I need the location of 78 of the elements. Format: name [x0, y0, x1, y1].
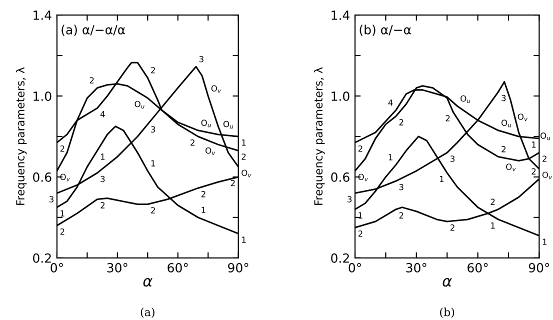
annotation: O$_{u}$: [460, 95, 470, 103]
annotation: 2: [358, 145, 362, 152]
annotation: 1: [100, 154, 105, 160]
annotation: 2: [230, 180, 235, 186]
annotation: 2: [60, 145, 64, 152]
annotation: 1: [202, 206, 206, 213]
annotation: 3: [151, 126, 156, 133]
x-axis-title: α: [143, 278, 152, 287]
y-tick-label: 1.0: [332, 91, 350, 101]
x-tick-label: 60°: [168, 263, 188, 272]
annotation: 2: [201, 191, 206, 198]
text: (a): [140, 308, 154, 318]
text: (b) α/−α: [360, 24, 411, 36]
annotation: 2: [100, 202, 105, 208]
y-axis-title: Frequency parameters, λ: [314, 67, 325, 205]
annotation: 2: [399, 119, 404, 126]
y-tick-label: 0.6: [331, 172, 350, 182]
annotation: O$_{u}$: [223, 120, 234, 129]
annotation: 2: [446, 115, 450, 122]
annotation: O$_{v}$: [211, 85, 222, 93]
annotation: 2: [151, 207, 155, 214]
annotation: O$_{v}$: [242, 170, 252, 178]
annotation: 2: [60, 228, 64, 235]
x-tick-label: 30°: [406, 263, 426, 272]
annotation: 1: [60, 210, 64, 216]
annotation: 2: [532, 168, 536, 174]
annotation: 3: [399, 184, 404, 190]
annotation: 3: [502, 94, 506, 102]
y-tick-label: 1.0: [34, 91, 52, 101]
annotation: 3: [50, 196, 54, 202]
annotation: 1: [542, 238, 546, 245]
x-tick-label: 0°: [50, 263, 63, 272]
x-tick-label: 90°: [228, 263, 248, 272]
annotation: O$_{u}$: [502, 120, 512, 128]
x-tick-label: 60°: [468, 263, 488, 272]
annotation: 2: [151, 67, 155, 74]
text: (a) α/−α/α: [62, 24, 125, 36]
y-tick-label: 0.6: [33, 172, 52, 182]
annotation: 2: [242, 154, 246, 160]
annotation: 1: [151, 160, 155, 166]
annotation: 3: [100, 176, 105, 182]
annotation: 3: [199, 56, 204, 62]
x-tick-label: 0°: [348, 263, 361, 272]
y-tick-label: 0.2: [331, 253, 349, 263]
y-tick-label: 1.4: [332, 10, 350, 20]
annotation: O$_{v}$: [358, 174, 368, 182]
y-tick-label: 1.4: [34, 10, 52, 20]
annotation: 2: [502, 146, 506, 152]
annotation: 3: [348, 196, 352, 202]
y-axis-title: Frequency parameters, λ: [16, 67, 27, 205]
annotation: O$_{v}$: [506, 164, 516, 172]
annotation: O$_{u}$: [134, 100, 144, 109]
annotation: 4: [388, 100, 393, 106]
annotation: 2: [399, 212, 404, 218]
text: (b): [440, 308, 454, 318]
annotation: 2: [450, 224, 454, 231]
annotation: 1: [440, 176, 444, 182]
annotation: 1: [242, 236, 246, 243]
y-tick-label: 0.2: [33, 253, 51, 263]
annotation: O$_{v}$: [206, 147, 216, 155]
annotation: 1: [491, 222, 495, 229]
annotation: 2: [542, 156, 546, 162]
x-axis-title: α: [442, 278, 452, 287]
annotation: 1: [242, 140, 246, 146]
annotation: 1: [532, 142, 536, 148]
annotation: O$_{v}$: [518, 114, 528, 122]
annotation: O$_{u}$: [540, 132, 550, 140]
x-tick-label: 30°: [107, 263, 128, 272]
x-tick-label: 90°: [528, 263, 550, 272]
annotation: 1: [388, 154, 392, 160]
annotation: 2: [90, 77, 94, 84]
annotation: O$_{u}$: [201, 120, 211, 128]
annotation: 4: [100, 111, 105, 118]
annotation: 2: [358, 230, 362, 237]
annotation: 3: [450, 156, 455, 162]
annotation: 2: [190, 139, 194, 146]
annotation: 2: [490, 198, 495, 205]
annotation: O$_{v}$: [542, 172, 552, 180]
